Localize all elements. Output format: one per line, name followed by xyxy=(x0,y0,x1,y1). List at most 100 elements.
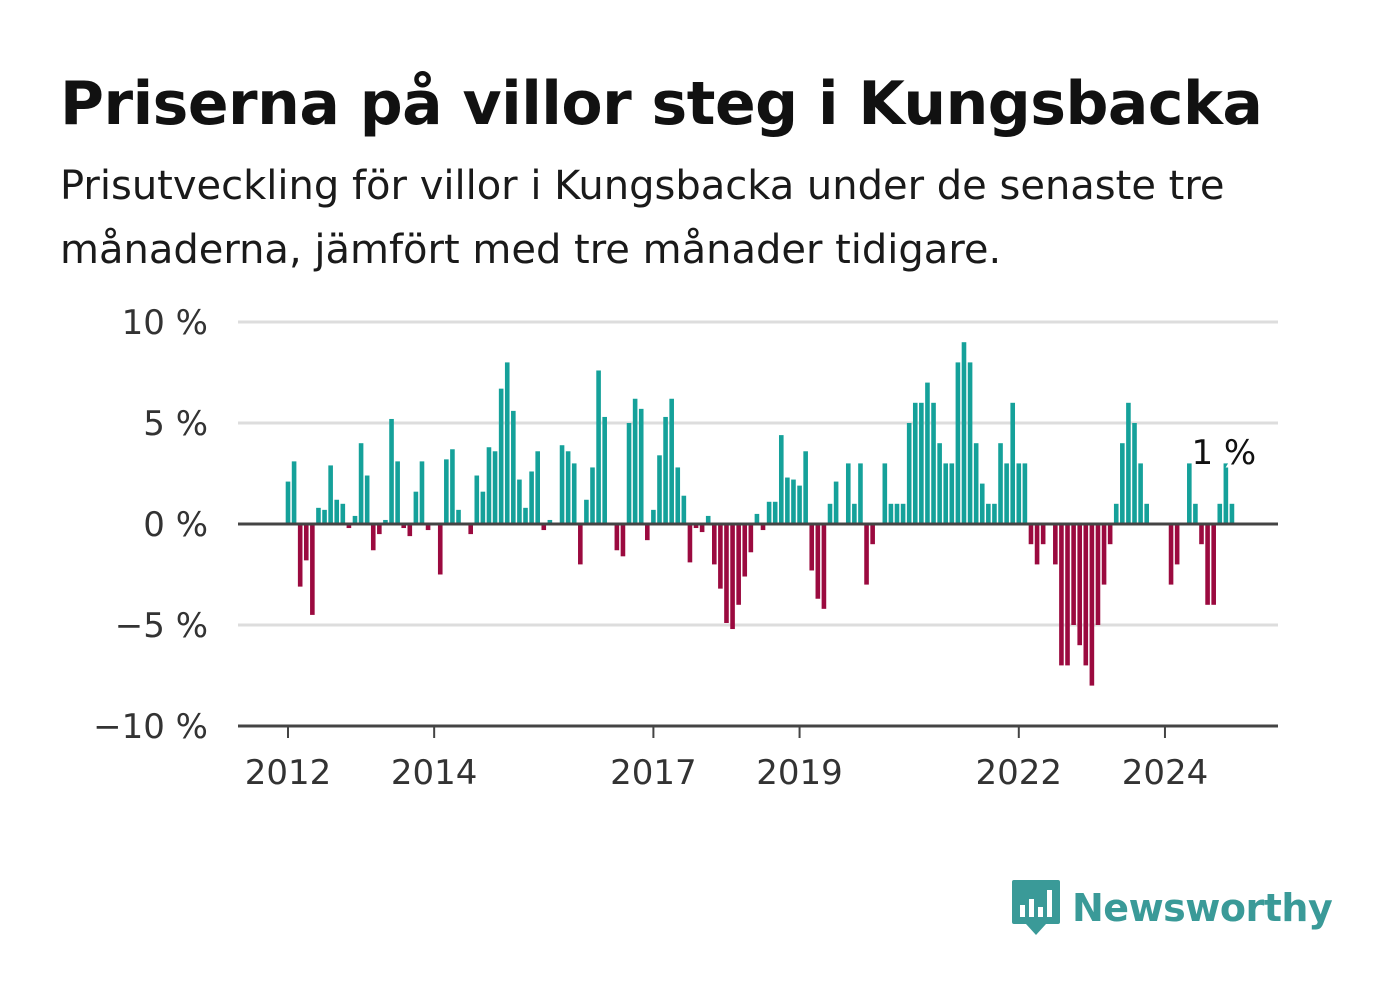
bar xyxy=(1168,524,1174,585)
bar xyxy=(906,423,912,524)
bar xyxy=(998,443,1003,524)
bar xyxy=(584,499,589,524)
bar xyxy=(480,491,486,524)
bar xyxy=(681,495,687,524)
newsworthy-logo-text: Newsworthy xyxy=(1072,886,1333,930)
bar xyxy=(1022,463,1028,524)
bar xyxy=(626,423,632,524)
x-tick-label: 2022 xyxy=(976,753,1063,793)
bar xyxy=(778,435,784,524)
bar xyxy=(858,463,863,524)
bar xyxy=(1217,503,1223,524)
bar xyxy=(766,501,772,524)
bar xyxy=(638,408,644,524)
bar xyxy=(736,524,741,605)
gridlines xyxy=(238,320,1278,627)
bar xyxy=(370,524,376,551)
bar xyxy=(730,524,735,630)
bar xyxy=(870,524,875,545)
bar xyxy=(486,447,492,524)
bar xyxy=(285,481,291,524)
bar xyxy=(297,524,303,587)
bar xyxy=(358,443,364,524)
bar xyxy=(797,485,802,524)
bar xyxy=(437,524,443,575)
bar xyxy=(693,524,699,529)
bar xyxy=(1095,524,1101,625)
y-axis-labels: 10 % 5 % 0 % −5 % −10 % xyxy=(93,303,208,747)
bar xyxy=(1126,402,1131,524)
bar xyxy=(1040,524,1046,545)
bar xyxy=(474,475,480,524)
bar xyxy=(651,509,656,524)
bars xyxy=(285,342,1235,686)
y-tick-label: 0 % xyxy=(143,505,208,545)
bar xyxy=(931,402,936,524)
bar xyxy=(541,524,547,531)
bar xyxy=(1223,463,1229,524)
bar xyxy=(1199,524,1204,545)
bar xyxy=(419,461,425,524)
bar xyxy=(316,507,321,524)
x-tick-label: 2017 xyxy=(610,753,697,793)
y-tick-label: 10 % xyxy=(122,303,208,343)
bar xyxy=(724,524,729,623)
bar xyxy=(1229,503,1235,524)
bar xyxy=(377,524,382,535)
bar xyxy=(979,483,985,524)
bar xyxy=(364,475,370,524)
bar xyxy=(882,463,888,524)
bar xyxy=(529,471,534,524)
bar xyxy=(602,416,607,524)
bar xyxy=(961,342,967,524)
bar xyxy=(718,524,723,589)
chart-title: Priserna på villor steg i Kungsbacka xyxy=(60,69,1263,139)
bar xyxy=(955,362,961,524)
bar xyxy=(669,398,674,524)
bar xyxy=(815,524,821,599)
bar xyxy=(450,449,455,524)
bar xyxy=(401,524,407,529)
bar xyxy=(578,524,583,565)
bar xyxy=(535,451,540,524)
bar xyxy=(803,451,808,524)
bar xyxy=(675,467,681,524)
bar xyxy=(663,416,668,524)
bar xyxy=(1089,524,1095,686)
bar xyxy=(827,503,833,524)
bar xyxy=(632,398,638,524)
bar xyxy=(748,524,754,553)
bar xyxy=(949,463,955,524)
bar xyxy=(1113,503,1119,524)
bar xyxy=(346,524,352,529)
x-tick-label: 2014 xyxy=(391,753,478,793)
bar xyxy=(559,445,565,524)
bar xyxy=(1028,524,1034,545)
bar xyxy=(1193,503,1198,524)
bar xyxy=(620,524,626,557)
newsworthy-chart-bubble-icon xyxy=(1012,880,1060,935)
bar xyxy=(322,509,327,524)
bar xyxy=(821,524,827,609)
annotations: 1 % xyxy=(1188,430,1259,476)
bar xyxy=(760,524,766,531)
chart-subtitle: Prisutveckling för villor i Kungsbacka u… xyxy=(60,163,1225,273)
bar xyxy=(303,524,309,561)
y-tick-label: 5 % xyxy=(143,404,208,444)
bar xyxy=(504,362,510,524)
bar xyxy=(291,461,297,524)
bar xyxy=(1053,524,1058,565)
bar xyxy=(1010,402,1016,524)
bar xyxy=(705,515,711,524)
bar xyxy=(523,507,528,524)
bar xyxy=(340,503,346,524)
x-tick-label: 2019 xyxy=(756,753,843,793)
bar xyxy=(395,461,400,524)
bar xyxy=(791,479,796,524)
bar xyxy=(809,524,815,571)
bar xyxy=(833,481,839,524)
y-tick-label: −5 % xyxy=(115,606,208,646)
data-label: 1 % xyxy=(1191,433,1256,473)
x-tick-label: 2012 xyxy=(245,753,332,793)
bar xyxy=(1034,524,1040,565)
